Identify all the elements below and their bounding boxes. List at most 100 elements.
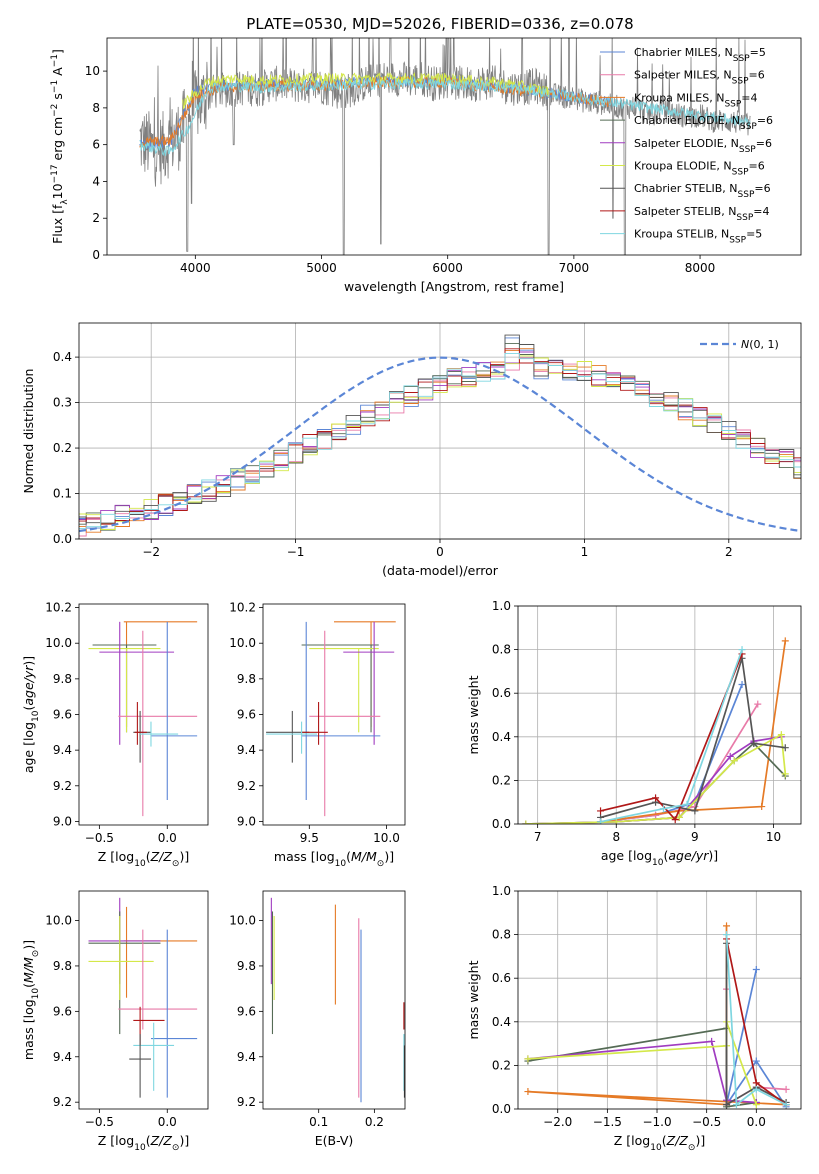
spectrum-panel: 4000 5000 6000 7000 8000 0 2 4 6 8 10 wavelength [A… (50, 37, 802, 294)
y-tick-label: 2 (92, 211, 100, 225)
weight-line (600, 640, 787, 823)
x-axis-label: Z [log10(Z/Z⊙)] (614, 1133, 705, 1153)
label-part: ( (21, 983, 36, 988)
x-tick-label: 9.5 (300, 831, 319, 845)
y-tick-label: 9.8 (53, 672, 72, 686)
weight-marker (723, 922, 731, 930)
label-part: (data-model)/error (382, 563, 499, 578)
weight-marker (732, 1101, 740, 1109)
legend-label: N(0, 1) (741, 338, 779, 351)
weight-line (527, 1021, 758, 1105)
legend-text: Kroupa MILES, N (634, 91, 724, 104)
y-tick-label: 10.0 (45, 914, 72, 928)
legend-text: Kroupa STELIB, N (634, 228, 729, 241)
y-tick-label: 9.2 (237, 779, 256, 793)
legend-value: =5 (750, 46, 766, 59)
legend-value: =6 (749, 69, 765, 82)
label-part: 10 (31, 988, 41, 1000)
legend-label: Salpeter STELIB, NSSP=4 (634, 205, 770, 223)
weight-marker (524, 1055, 532, 1063)
x-tick-label: 0.0 (158, 1115, 177, 1129)
label-part: mass [log (21, 999, 36, 1060)
legend-label: Chabrier MILES, NSSP=5 (634, 46, 766, 64)
legend-sub: SSP (732, 168, 749, 178)
legend-label: Kroupa ELODIE, NSSP=6 (634, 160, 765, 178)
axes-frame (78, 322, 802, 540)
legend-value: =6 (757, 114, 773, 127)
y-tick-label: 9.8 (237, 959, 256, 973)
y-tick-label: 0.2 (492, 1058, 511, 1072)
legend-text: Salpeter ELODIE, N (634, 137, 739, 150)
grid-lines (518, 890, 801, 1110)
y-tick-label: 10.0 (45, 636, 72, 650)
residual-histogram (79, 334, 801, 524)
legend-value: =6 (754, 182, 770, 195)
label-part: age [log (601, 848, 652, 863)
label-part: s (50, 93, 65, 104)
label-part: wavelength [Angstrom, rest frame] (344, 279, 564, 294)
weight-marker (752, 1085, 760, 1093)
residual-histogram (79, 351, 801, 520)
weight-marker (782, 1085, 790, 1093)
weight-marker (671, 816, 679, 824)
y-axis-label: mass weight (466, 960, 481, 1039)
y-tick-label: 0.4 (492, 1015, 511, 1029)
mass-vs-ebv-panel: 0.1 0.2 9.2 9.4 9.6 9.8 10.0 E(B-V) (229, 890, 406, 1148)
y-tick-label: 1.0 (492, 599, 511, 613)
x-tick-label: −1.0 (642, 1115, 671, 1129)
label-part: )] (695, 1133, 705, 1148)
weight-marker (781, 770, 789, 778)
label-part: −2 (50, 104, 60, 117)
weight-line (600, 649, 743, 823)
y-axis-label: Flux [fλ10−17 erg cm−2 s−1 A−1] (50, 49, 70, 244)
label-part: ⊙ (172, 859, 180, 869)
label-part: mass weight (466, 960, 481, 1039)
weight-marker (752, 965, 760, 973)
weight-marker (777, 731, 785, 739)
x-axis-label: mass [log10(M/M⊙)] (274, 849, 394, 869)
legend-sub: SSP (724, 99, 741, 109)
weight-marker (723, 1101, 731, 1109)
label-part: Z/Z (666, 1133, 689, 1148)
label-part: )] (384, 849, 394, 864)
y-tick-label: 10 (85, 64, 100, 78)
legend-value: =4 (753, 205, 769, 218)
legend-label: Kroupa STELIB, NSSP=5 (634, 228, 762, 246)
y-tick-label: 0.4 (53, 350, 72, 364)
x-axis-label: age [log10(age/yr)] (601, 848, 718, 868)
legend-text: Kroupa ELODIE, N (634, 160, 732, 173)
label-part: M/M (21, 957, 36, 983)
x-tick-label: 2 (725, 545, 733, 559)
y-tick-label: 8 (92, 101, 100, 115)
label-part: Flux [f (50, 204, 65, 244)
weight-marker (524, 1088, 532, 1096)
y-tick-label: 0.0 (492, 817, 511, 831)
age-vs-mass-panel: 9.5 10.0 9.0 9.2 9.4 9.6 9.8 10.0 10.2 mass [log1… (229, 601, 406, 869)
y-tick-label: 0.6 (492, 686, 511, 700)
y-tick-label: 9.2 (53, 1095, 72, 1109)
y-axis-label: Normed distribution (21, 369, 36, 494)
axes-frame (517, 890, 802, 1110)
legend-text: N (741, 338, 749, 351)
y-tick-label: 9.0 (237, 814, 256, 828)
legend-text: Salpeter MILES, N (634, 69, 732, 82)
x-axis-label: (data-model)/error (382, 563, 499, 578)
x-tick-label: −0.5 (85, 831, 114, 845)
weight-marker (738, 680, 746, 688)
label-part: Normed distribution (21, 369, 36, 494)
y-tick-label: 0.8 (492, 643, 511, 657)
figure-title: PLATE=0530, MJD=52026, FIBERID=0336, z=0… (246, 15, 633, 33)
y-tick-label: 9.6 (53, 1004, 72, 1018)
weight-line (600, 658, 786, 819)
y-tick-label: 0.3 (53, 396, 72, 410)
legend-label: Chabrier ELODIE, NSSP=6 (634, 114, 773, 132)
label-part: ( (146, 1133, 151, 1148)
label-part: Z/Z (150, 849, 173, 864)
label-part: 10 (134, 859, 146, 869)
legend-sub: SSP (733, 54, 750, 64)
weight-marker (708, 1037, 716, 1045)
weight-vs-metallicity-panel: −2.0 −1.5 −1.0 −0.5 0.0 0.0 0.2 0.4 0.6 0.8 1.0 Z [… (466, 884, 802, 1153)
label-part: age [log (21, 722, 36, 773)
y-tick-label: 10.0 (229, 914, 256, 928)
